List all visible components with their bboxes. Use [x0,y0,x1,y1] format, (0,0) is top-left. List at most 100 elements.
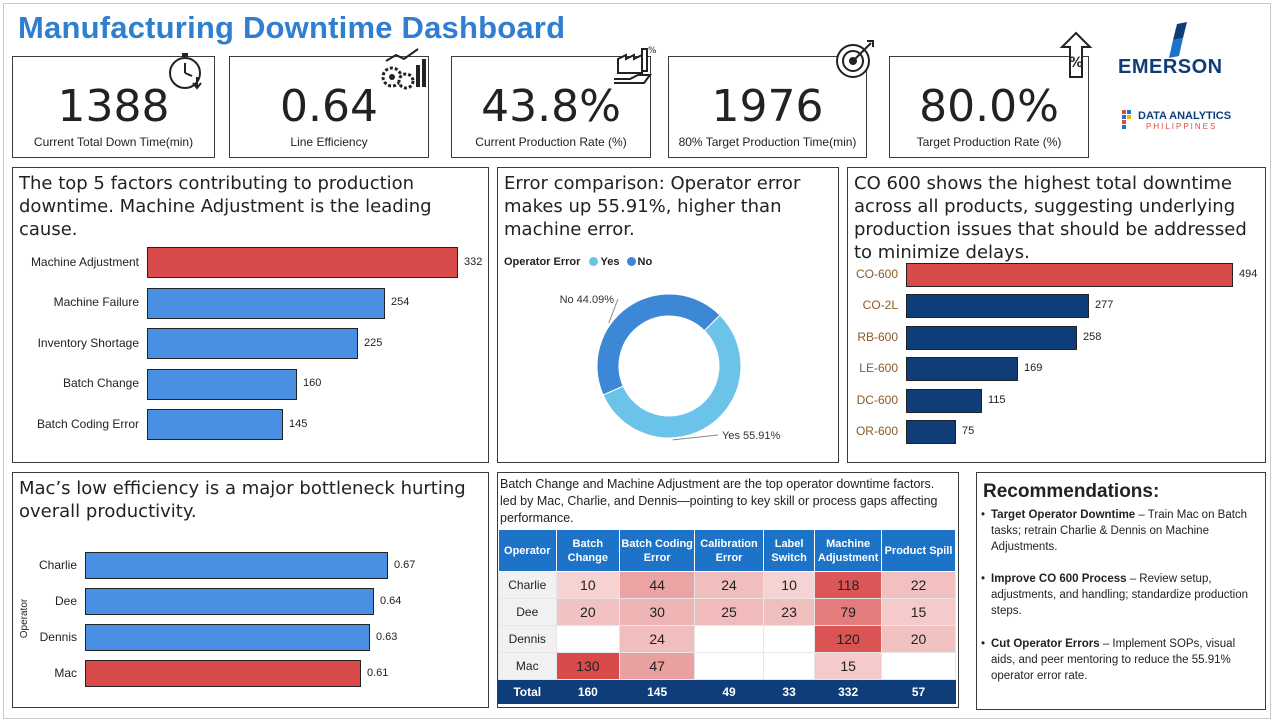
data-label: 160 [303,377,322,389]
bar[interactable] [906,388,982,413]
value-cell: 24 [694,571,764,599]
error-donut-chart: Yes 55.91% No 44.09% [560,293,781,442]
recommendations-title: Recommendations: [983,481,1160,502]
category-label: CO-2L [862,298,898,313]
bar[interactable] [906,325,1077,350]
operator-cell: Charlie [498,571,557,599]
value-cell: 24 [619,625,696,653]
column-header[interactable]: Calibration Error [694,529,764,572]
column-header[interactable]: Product Spill [881,529,956,572]
operators-bar-chart: Charlie 0.67 Dee 0.64 Dennis 0.63 Mac 0.61 [13,473,490,709]
bar[interactable] [85,588,374,615]
bar[interactable] [85,660,361,687]
category-label: Dennis [39,629,77,644]
products-panel: CO 600 shows the highest total downtime … [847,167,1266,463]
data-label: 0.63 [376,630,398,643]
leader-line [608,298,619,324]
value-cell: 120 [814,625,883,653]
donut-slice-yes[interactable] [602,314,742,439]
legend-label-no: No [637,256,653,268]
bar[interactable] [906,357,1018,382]
value-cell: 10 [762,571,816,599]
donut-label: No 44.09% [560,294,615,306]
category-label: RB-600 [857,329,898,344]
panel-title: Mac’s low efficiency is a major bottlene… [19,478,466,522]
emerson-logo-mark [1169,22,1187,58]
category-label: CO-600 [855,267,898,281]
value-cell: 130 [555,652,621,680]
value-cell: 20 [555,598,621,626]
category-label: OR-600 [855,424,898,438]
table-row: Dee 20 30 25 23 79 15 [498,598,956,626]
column-header[interactable]: Batch Change [555,529,621,572]
category-label: Inventory Shortage [37,335,139,350]
legend-item-no[interactable]: No [626,256,653,268]
kpi-card-production-rate: 43.8% Current Production Rate (%) % [451,46,657,158]
bar[interactable] [906,294,1089,319]
dap-line2: PHILIPPINES [1146,122,1218,131]
value-cell: 10 [555,571,621,599]
column-header[interactable]: Batch Coding Error [619,529,696,572]
column-header[interactable]: Operator [498,529,557,572]
recommendation-text: – Train Mac on Batch tasks; retrain Char… [991,509,1248,553]
recommendation-heading: Cut Operator Errors [991,638,1100,650]
value-cell: 15 [814,652,883,680]
table-row: Mac 130 47 15 [498,652,956,680]
value-cell: 47 [619,652,696,680]
svg-text:%: % [648,46,657,56]
bar[interactable] [147,287,385,319]
value-cell: 25 [694,598,764,626]
bar[interactable] [85,552,388,579]
table-row: Charlie 10 44 24 10 118 22 [498,571,956,599]
value-cell [694,652,764,680]
bar[interactable] [147,247,458,278]
operator-factor-matrix: Operator Batch Change Batch Coding Error Ca… [498,529,956,704]
donut-slice-no[interactable] [596,293,721,396]
leader-line [672,434,719,441]
bar[interactable] [906,263,1233,287]
bar[interactable] [147,409,283,440]
data-analytics-philippines-logo: DATA ANALYTICS PHILIPPINES [1120,108,1250,136]
category-label: DC-600 [856,392,898,407]
legend-swatch-no [626,257,636,266]
value-cell: 30 [619,598,696,626]
kpi-label: Current Total Down Time(min) [33,135,194,149]
gears-chart-icon [381,48,426,90]
factors-panel: The top 5 factors contributing to produc… [12,167,489,463]
category-label: Mac [54,665,77,680]
data-label: 494 [1239,268,1258,280]
total-label: Total [498,679,557,704]
data-label: 277 [1095,299,1114,312]
total-cell: 33 [762,679,816,704]
data-label: 254 [391,296,410,308]
bar[interactable] [906,420,956,444]
category-label: Machine Failure [53,295,139,309]
products-bar-chart: CO-600 494 CO-2L 277 RB-600 258 LE-600 169 DC-60… [848,168,1267,464]
legend-item-yes[interactable]: Yes [589,256,619,268]
kpi-label: 80% Target Production Time(min) [678,135,857,149]
bullet-icon: • [981,509,986,521]
total-cell: 57 [881,679,956,704]
value-cell: 15 [881,598,956,626]
recommendation-heading: Target Operator Downtime [991,509,1136,521]
bar[interactable] [85,624,370,651]
bar[interactable] [147,368,297,400]
total-cell: 160 [555,679,621,704]
kpi-value: 0.64 [280,81,378,132]
recommendation-text: – Implement SOPs, visual aids, and peer … [991,638,1236,682]
recommendation-text: – Review setup, adjustments, and handlin… [991,573,1249,617]
kpi-label: Target Production Rate (%) [916,135,1062,149]
kpi-value: 80.0% [919,81,1059,132]
legend-swatch-yes [589,257,599,266]
kpi-label: Line Efficiency [290,135,368,149]
dashboard-frame [3,3,1271,719]
column-header[interactable]: Machine Adjustment [814,529,883,572]
operator-cell: Dee [498,598,557,626]
bar[interactable] [147,328,358,359]
category-label: Batch Change [62,376,139,390]
panel-title: CO 600 shows the highest total downtime … [854,173,1247,263]
recommendations-panel: Recommendations: • Target Operator Downti… [976,472,1266,710]
column-header[interactable]: Label Switch [762,529,816,572]
donut-label: Yes 55.91% [722,430,781,442]
donut-legend: Operator Error Yes No [504,256,652,268]
